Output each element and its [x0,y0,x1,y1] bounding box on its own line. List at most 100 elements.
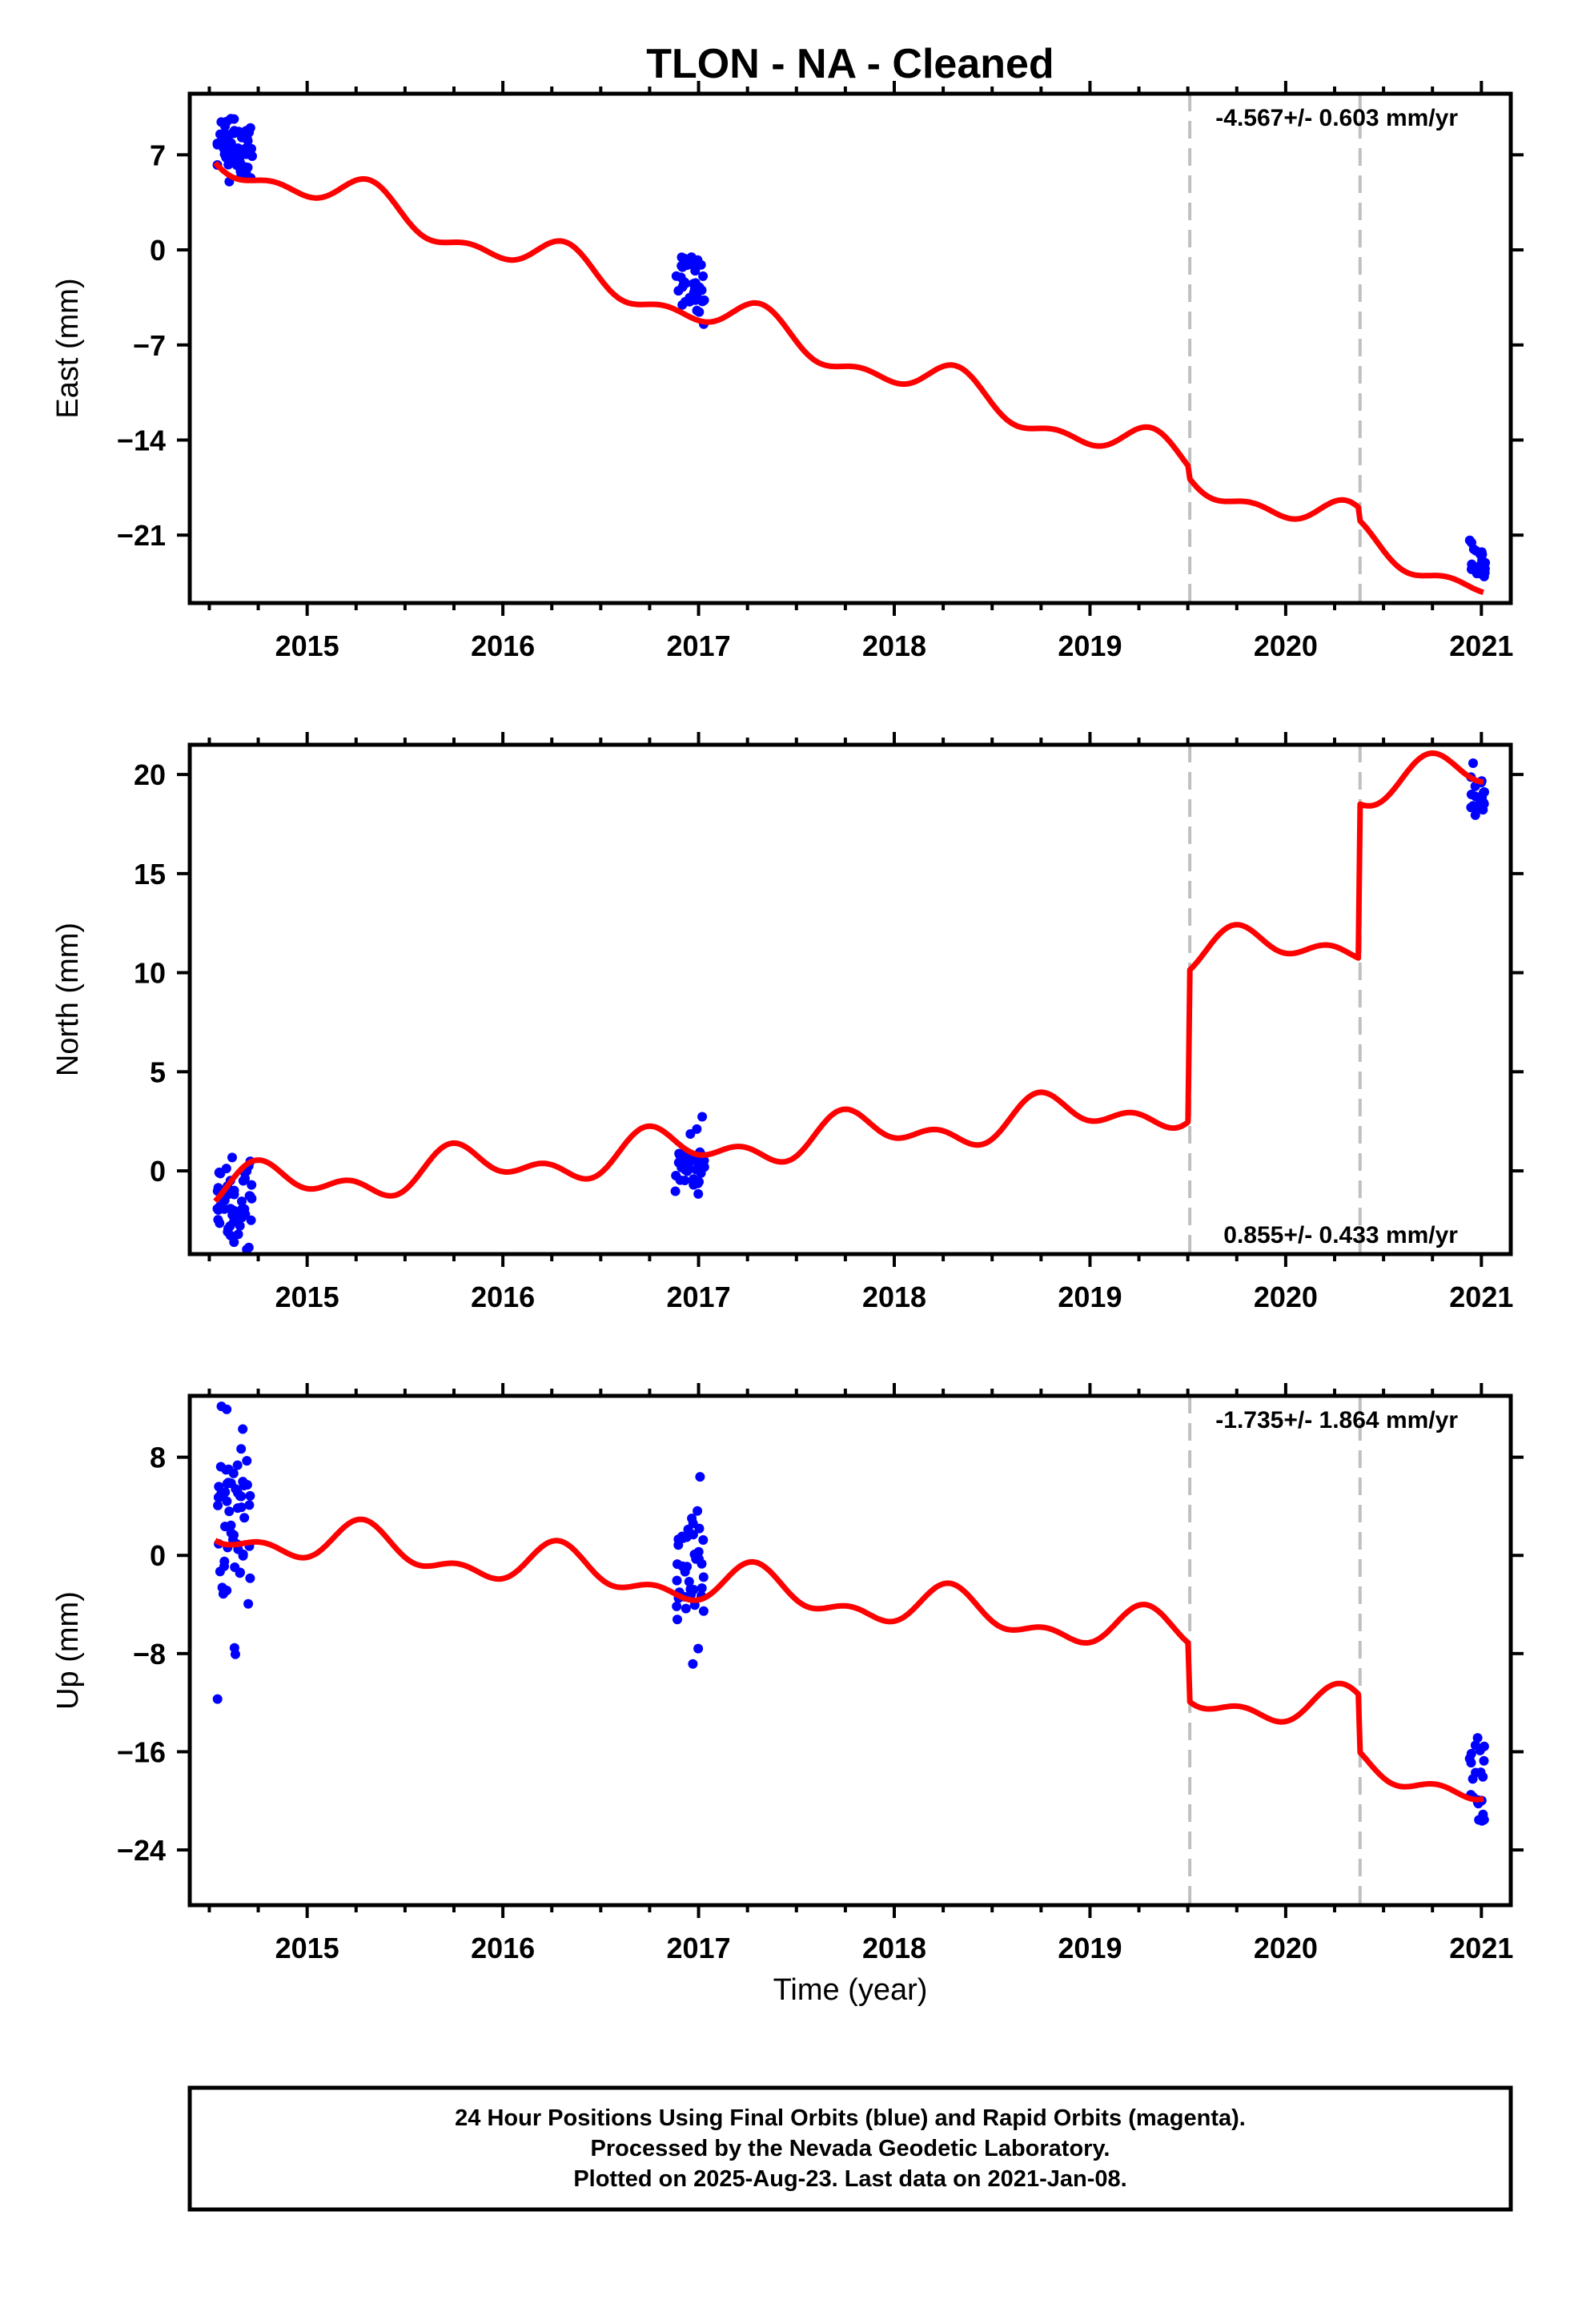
data-point-up-1-36 [697,1583,707,1594]
plot-frame-north [187,742,1513,1256]
data-point-up-0-25 [224,1506,235,1517]
data-point-north-1-24 [670,1186,681,1196]
data-point-north-1-38 [674,1148,685,1159]
data-point-north-0-53 [215,1218,225,1228]
data-point-up-0-0 [244,1500,255,1510]
y-tick-label-up: 0 [150,1539,166,1572]
data-point-up-0-52 [239,1513,250,1523]
data-point-up-1-7 [695,1472,705,1482]
data-point-up-1-31 [683,1524,693,1534]
data-point-north-2-3 [1470,810,1480,820]
data-point-east-2-16 [1472,569,1482,579]
data-point-up-0-56 [232,1460,243,1470]
data-point-up-1-37 [677,1531,687,1542]
data-point-up-1-5 [673,1614,682,1625]
data-point-up-0-34 [236,1444,247,1454]
x-tick-label-east: 2019 [1058,629,1122,662]
data-point-up-0-51 [223,1464,234,1474]
figure-title: TLON - NA - Cleaned [646,41,1054,87]
data-point-up-0-28 [231,1649,240,1659]
y-tick-label-east: −7 [133,329,166,362]
x-tick-label-up: 2018 [862,1932,926,1964]
data-point-up-0-43 [214,1482,224,1492]
data-point-up-0-58 [213,1492,223,1502]
data-point-east-2-14 [1467,559,1477,569]
data-point-up-0-53 [235,1568,245,1578]
x-tick-label-east: 2015 [275,629,339,662]
data-point-up-1-26 [673,1540,684,1550]
data-point-up-2-19 [1479,1815,1489,1825]
data-point-up-2-12 [1479,1755,1489,1766]
data-point-up-0-57 [222,1478,232,1489]
footer-line-1: 24 Hour Positions Using Final Orbits (bl… [455,2105,1246,2131]
data-point-north-0-51 [242,1244,252,1254]
data-point-north-1-10 [693,1188,704,1199]
model-line-up [214,1516,1484,1803]
data-point-north-2-5 [1478,805,1488,815]
x-tick-label-up: 2015 [275,1932,339,1964]
data-point-east-0-54 [216,131,227,141]
data-point-east-0-50 [240,167,251,177]
panel-up: 8 0 −8 −16 −24 2015 2016 2017 2018 2019 2020 2021 Up… [51,1380,1524,1964]
data-point-up-1-35 [688,1659,698,1669]
data-point-north-0-43 [233,1229,243,1240]
y-tick-label-north: 15 [134,858,166,891]
data-point-east-0-42 [235,147,245,158]
data-point-east-1-38 [673,286,684,296]
y-tick-label-north: 10 [134,957,166,990]
y-axis-label-up: Up (mm) [51,1591,85,1710]
y-tick-label-up: −24 [117,1834,166,1867]
x-tick-label-north: 2017 [667,1281,731,1313]
footer-box: 24 Hour Positions Using Final Orbits (bl… [187,2085,1513,2212]
data-point-up-0-31 [212,1380,222,1389]
data-point-north-2-18 [1468,758,1478,768]
data-point-up-2-9 [1472,1733,1483,1743]
data-point-north-1-31 [678,1163,689,1173]
data-point-east-0-43 [229,126,239,136]
data-point-north-1-26 [675,1175,685,1185]
data-point-east-1-24 [692,305,702,316]
data-point-up-2-21 [1470,1740,1480,1751]
data-point-north-2-17 [1468,801,1478,811]
data-point-up-0-59 [239,1481,249,1490]
data-point-east-1-23 [686,252,697,263]
data-point-north-0-24 [213,1183,223,1193]
x-tick-label-up: 2019 [1058,1932,1122,1964]
data-point-up-0-3 [212,1694,223,1704]
data-point-north-0-16 [227,1152,237,1163]
data-point-up-0-55 [213,1500,223,1510]
y-tick-label-east: −14 [117,424,166,456]
data-point-east-2-18 [1471,545,1481,556]
data-point-east-0-36 [223,136,233,146]
x-tick-label-east: 2018 [862,629,926,662]
data-point-up-1-29 [684,1577,694,1586]
data-point-east-1-39 [689,287,699,298]
data-point-up-1-21 [693,1506,703,1516]
y-tick-label-east: −21 [117,519,166,552]
rate-label-up: -1.735+/- 1.864 mm/yr [1215,1407,1458,1433]
data-point-up-1-23 [694,1554,704,1564]
data-point-east-2-17 [1467,537,1476,548]
data-point-up-1-10 [698,1572,709,1582]
data-point-east-1-15 [696,259,706,270]
y-axis-label-east: East (mm) [51,278,85,418]
x-axis-label: Time (year) [773,1973,928,2007]
y-tick-label-east: 7 [150,139,166,171]
x-tick-label-north: 2015 [275,1281,339,1313]
y-tick-label-north: 20 [134,758,166,791]
data-point-north-0-38 [225,1230,235,1240]
data-point-up-0-37 [222,1404,232,1414]
data-point-north-0-29 [246,1215,256,1225]
x-tick-label-up: 2016 [471,1932,535,1964]
model-line-east [213,160,1484,595]
data-point-up-2-18 [1471,1767,1481,1778]
data-point-north-0-31 [244,1191,255,1201]
x-tick-label-up: 2020 [1254,1932,1318,1964]
data-point-up-0-21 [236,1502,247,1513]
data-point-north-0-50 [240,1173,250,1184]
data-point-up-0-6 [222,1496,232,1506]
data-point-east-1-36 [671,271,681,281]
y-tick-label-north: 5 [150,1055,166,1088]
data-point-up-1-14 [687,1514,697,1523]
